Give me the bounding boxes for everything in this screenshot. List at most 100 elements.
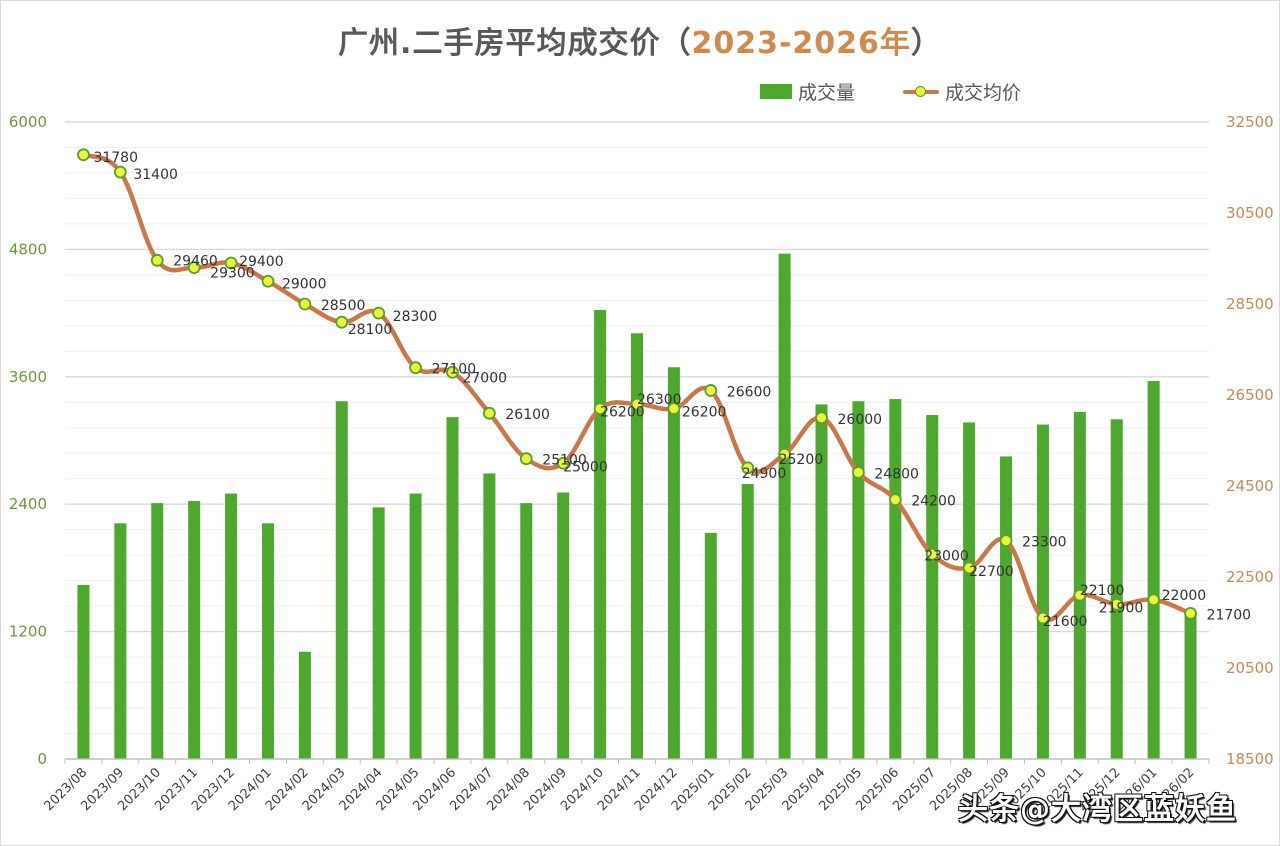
- left-axis-tick-label: 4800: [9, 240, 47, 258]
- legend-item-volume[interactable]: 成交量: [760, 78, 855, 105]
- price-marker: [113, 165, 127, 179]
- price-marker: [778, 447, 792, 461]
- price-marker: [150, 253, 164, 267]
- volume-bar: [151, 503, 164, 759]
- legend-label-price: 成交均价: [945, 82, 1022, 104]
- watermark: 头条@大湾区蓝妖鱼: [958, 792, 1237, 827]
- right-axis-tick-label: 18500: [1226, 750, 1274, 768]
- price-marker: [593, 402, 607, 416]
- price-data-label: 29460: [173, 253, 218, 269]
- volume-bar: [815, 404, 828, 759]
- volume-bar: [225, 493, 238, 759]
- price-data-label: 26100: [505, 407, 550, 423]
- right-axis-tick-label: 22500: [1226, 568, 1274, 586]
- volume-bar: [631, 333, 643, 759]
- volume-bar: [594, 309, 607, 759]
- legend-label-volume: 成交量: [798, 82, 856, 104]
- price-line: [77, 148, 1197, 625]
- price-data-label: 28300: [393, 309, 438, 325]
- price-data-label: 21700: [1207, 607, 1252, 623]
- price-marker: [1110, 597, 1124, 611]
- price-data-label: 26200: [600, 405, 645, 421]
- price-data-label: 27000: [462, 370, 507, 386]
- volume-bar: [667, 367, 680, 759]
- price-data-label: 26600: [727, 384, 772, 400]
- legend-item-price[interactable]: 成交均价: [903, 78, 1021, 105]
- price-marker: [446, 365, 459, 379]
- volume-bar: [926, 415, 939, 759]
- left-axis-tick-label: 1200: [9, 623, 47, 641]
- price-marker: [409, 361, 422, 375]
- volume-bar: [520, 503, 533, 759]
- price-marker: [630, 397, 644, 411]
- right-axis-tick-label: 24500: [1226, 477, 1274, 495]
- price-data-label: 29000: [282, 276, 327, 292]
- price-marker: [1147, 593, 1161, 607]
- bar-swatch-icon: [760, 84, 792, 99]
- price-marker: [519, 452, 533, 466]
- chart-title: 广州.二手房平均成交价（2023-2026年）: [0, 18, 1280, 62]
- price-data-label: 25100: [542, 453, 587, 469]
- volume-bar: [483, 473, 496, 759]
- price-marker: [704, 384, 718, 397]
- price-marker: [962, 561, 976, 575]
- price-data-label: 25200: [779, 452, 824, 468]
- title-years: 2023-2026年: [691, 26, 911, 61]
- volume-bar: [557, 492, 570, 759]
- price-marker: [741, 461, 755, 475]
- price-data-label: 24800: [874, 466, 919, 482]
- volume-bar: [77, 584, 90, 759]
- volume-bar: [741, 484, 754, 759]
- line-marker-swatch-icon: [903, 85, 940, 99]
- left-axis-tick-label: 0: [37, 750, 47, 768]
- price-data-label: 28100: [348, 322, 393, 338]
- price-data-label: 26000: [838, 412, 883, 428]
- chart-legend: 成交量 成交均价: [760, 78, 1069, 105]
- price-data-label: 27100: [432, 362, 477, 378]
- price-data-label: 23000: [924, 548, 969, 564]
- price-data-label: 23300: [1022, 535, 1067, 551]
- right-axis-tick-label: 28500: [1226, 295, 1274, 313]
- price-data-label: 31780: [93, 150, 138, 166]
- price-data-label: 24200: [911, 494, 956, 510]
- price-marker: [224, 256, 238, 270]
- volume-bar: [188, 501, 201, 759]
- price-marker: [298, 297, 312, 311]
- price-marker: [852, 465, 865, 479]
- volume-bar: [1073, 411, 1086, 759]
- price-marker: [1184, 607, 1197, 620]
- volume-bar: [335, 401, 348, 759]
- volume-bar: [1184, 612, 1197, 759]
- right-axis-tick-label: 30500: [1226, 204, 1274, 222]
- volume-bar: [963, 422, 976, 759]
- price-data-label: 21900: [1099, 600, 1144, 616]
- volume-bar: [409, 493, 422, 759]
- price-marker: [815, 411, 828, 425]
- right-axis-tick-label: 26500: [1226, 386, 1274, 404]
- price-data-label: 26300: [637, 392, 682, 408]
- left-axis-tick-label: 6000: [9, 113, 47, 131]
- volume-bar: [852, 401, 865, 759]
- price-data-label: 21600: [1043, 614, 1088, 630]
- price-marker: [1036, 611, 1050, 625]
- price-data-label: 22100: [1080, 583, 1125, 599]
- price-marker: [372, 306, 386, 320]
- price-data-label: 22000: [1162, 588, 1207, 604]
- volume-bar: [704, 532, 717, 759]
- price-marker: [335, 315, 349, 329]
- price-marker: [77, 148, 90, 162]
- volume-bar: [446, 417, 459, 759]
- title-paren-close: ）: [910, 26, 942, 61]
- volume-bar: [778, 253, 791, 759]
- price-data-label: 25000: [563, 459, 608, 475]
- volume-bar: [114, 523, 127, 759]
- volume-bar: [1110, 419, 1123, 759]
- price-marker: [556, 456, 570, 470]
- right-axis-tick-label: 32500: [1226, 113, 1274, 131]
- volume-bar: [261, 523, 274, 759]
- price-marker: [187, 261, 201, 275]
- volume-bar: [298, 651, 311, 759]
- price-data-label: 22700: [969, 564, 1014, 580]
